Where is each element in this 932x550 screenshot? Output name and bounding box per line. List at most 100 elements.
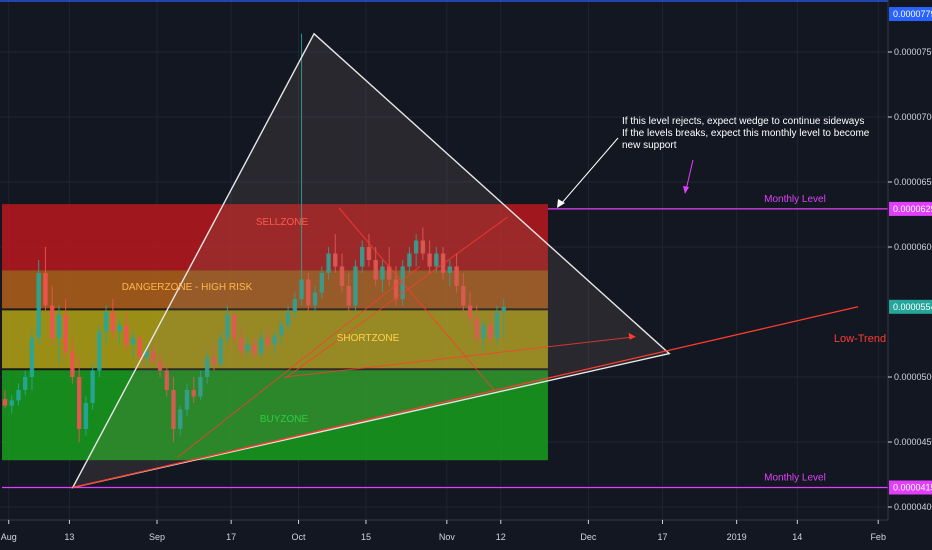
candle-body bbox=[90, 370, 95, 403]
candle-body bbox=[137, 338, 142, 358]
candle-body bbox=[36, 273, 41, 338]
price-tag-label: 0.00004150 bbox=[893, 483, 932, 493]
price-tag bbox=[889, 299, 932, 314]
y-tick-label: 0.00004000 bbox=[894, 502, 932, 512]
candle-body bbox=[124, 325, 129, 345]
x-tick-label: 14 bbox=[792, 532, 802, 542]
price-axis[interactable]: 0.00004000 0.00004500 0.00005000 0.00006000… bbox=[887, 0, 932, 520]
x-tick-label: 2019 bbox=[727, 532, 747, 542]
candle-body bbox=[319, 273, 324, 293]
candle-body bbox=[393, 279, 399, 299]
candle-body bbox=[373, 260, 378, 280]
y-tick-label: 0.00007000 bbox=[894, 112, 932, 122]
price-labels: 0.00007792 0.00006293 0.00005540 0.00004150 bbox=[889, 7, 932, 495]
trendline bbox=[72, 306, 859, 489]
annotation-arrowhead-level-icon bbox=[683, 186, 689, 194]
candle-body bbox=[110, 312, 116, 332]
price-tag-label: 0.00007792 bbox=[893, 9, 932, 19]
candle-body bbox=[16, 390, 21, 401]
monthly-level-label: Monthly Level bbox=[764, 473, 826, 484]
candle-body bbox=[360, 247, 365, 267]
trendline bbox=[338, 207, 495, 391]
zone-label: BUYZONE bbox=[260, 414, 309, 425]
candle-body bbox=[386, 266, 392, 280]
candle-body bbox=[144, 351, 149, 358]
candle-body bbox=[205, 357, 210, 377]
price-axis-background bbox=[888, 0, 932, 520]
candle-body bbox=[117, 325, 122, 332]
candle-body bbox=[157, 361, 163, 371]
candle-body bbox=[198, 377, 203, 397]
candle-body bbox=[353, 266, 358, 306]
annotation-arrow-level bbox=[685, 159, 694, 191]
candle-body bbox=[231, 314, 237, 338]
candle-body bbox=[2, 399, 8, 406]
drawings: Low-Trend bbox=[71, 32, 886, 489]
candle-body bbox=[211, 357, 217, 364]
candle-body bbox=[447, 266, 453, 273]
x-tick-label: Aug bbox=[1, 532, 17, 542]
candle-body bbox=[326, 253, 331, 273]
annotation-line: If this level rejects, expect wedge to c… bbox=[622, 116, 864, 127]
candle-body bbox=[178, 409, 183, 429]
annotation-line: new support bbox=[622, 140, 677, 151]
x-tick-label: Feb bbox=[870, 532, 886, 542]
candle-body bbox=[103, 312, 109, 332]
candle-body bbox=[97, 331, 102, 371]
monthly-level-label: Monthly Level bbox=[764, 194, 826, 205]
price-tag bbox=[889, 7, 932, 22]
candle-body bbox=[285, 312, 291, 325]
candle-body bbox=[258, 338, 264, 354]
zone-label: SELLZONE bbox=[256, 217, 309, 228]
x-ticks: Aug 13 Sep 17 Oct 15 Nov 12 Dec 17 2019 14 Feb bbox=[1, 520, 886, 542]
candle-body bbox=[265, 338, 271, 345]
y-tick-label: 0.00007500 bbox=[894, 47, 932, 57]
candle-body bbox=[407, 253, 412, 267]
candle-body bbox=[420, 240, 426, 254]
candle-body bbox=[488, 325, 493, 338]
zone-labels: SELLZONE DANGERZONE - HIGH RISK SHORTZONE B… bbox=[122, 217, 400, 425]
candle-body bbox=[49, 305, 55, 338]
annotation: If this level rejects, expect wedge to c… bbox=[557, 116, 870, 208]
candle-body bbox=[63, 314, 68, 351]
candle-body bbox=[461, 286, 466, 306]
x-tick-label: Sep bbox=[149, 532, 165, 542]
candle-body bbox=[312, 292, 318, 306]
candle-body bbox=[70, 351, 75, 377]
candle-body bbox=[467, 305, 473, 319]
y-tick-label: 0.00005000 bbox=[894, 372, 932, 382]
x-tick-label: 17 bbox=[658, 532, 668, 542]
candle-body bbox=[272, 335, 277, 345]
candle-body bbox=[333, 253, 338, 267]
candle-body bbox=[245, 344, 250, 351]
candle-body bbox=[413, 240, 419, 254]
candle-body bbox=[474, 318, 479, 338]
y-tick-label: 0.00004500 bbox=[894, 437, 932, 447]
candle-body bbox=[23, 377, 28, 390]
x-tick-label: 17 bbox=[226, 532, 236, 542]
candle-body bbox=[252, 344, 257, 354]
candle-body bbox=[339, 266, 345, 286]
candle-body bbox=[346, 286, 351, 306]
price-tag bbox=[889, 201, 932, 216]
low-trend-label: Low-Trend bbox=[834, 333, 886, 345]
x-tick-label: Dec bbox=[580, 532, 597, 542]
x-tick-label: Nov bbox=[439, 532, 456, 542]
candle-body bbox=[130, 338, 136, 345]
levels: Monthly Level Monthly Level bbox=[0, 0, 888, 489]
candle-body bbox=[501, 306, 506, 312]
annotation-line: If the levels breaks, expect this monthl… bbox=[622, 128, 870, 139]
y-tick-label: 0.00006500 bbox=[894, 177, 932, 187]
zone-label: DANGERZONE - HIGH RISK bbox=[122, 282, 253, 293]
wedge-triangle bbox=[71, 32, 671, 489]
time-axis-background bbox=[0, 520, 932, 550]
time-axis[interactable]: Aug 13 Sep 17 Oct 15 Nov 12 Dec 17 2019 14 Feb bbox=[0, 519, 932, 550]
candle-body bbox=[151, 351, 156, 362]
x-tick-label: 13 bbox=[64, 532, 74, 542]
candle-body bbox=[299, 279, 304, 299]
candle-body bbox=[366, 247, 372, 260]
candle-body bbox=[43, 273, 48, 306]
y-ticks: 0.00004000 0.00004500 0.00005000 0.00006000… bbox=[888, 47, 932, 512]
annotation-arrowhead-icon bbox=[557, 199, 565, 208]
